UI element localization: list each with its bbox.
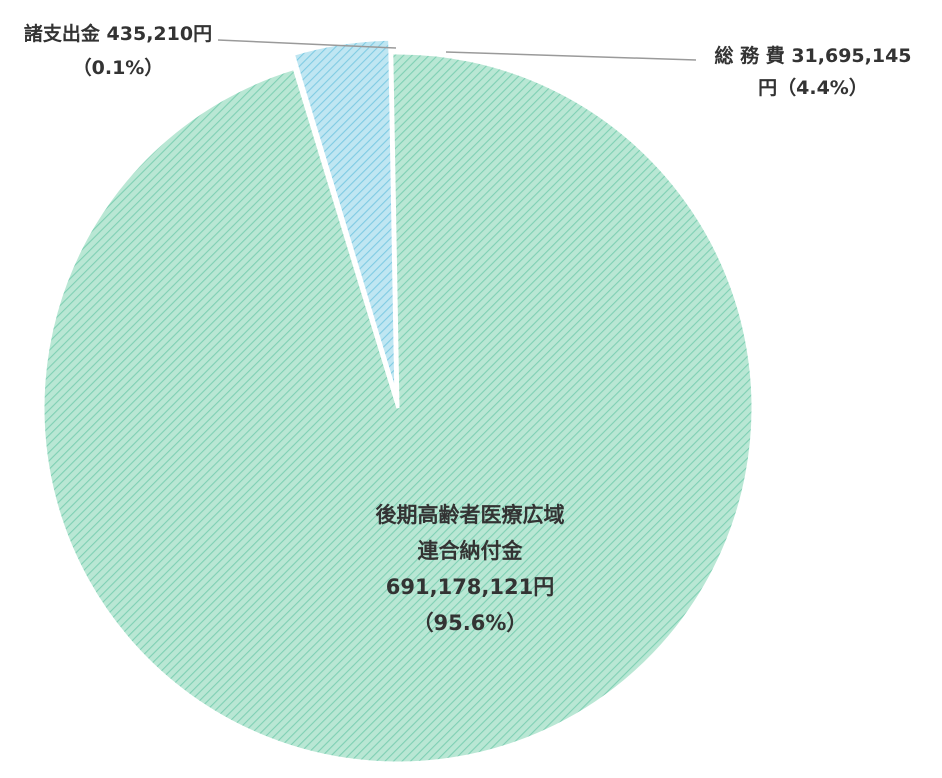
slice-label-line: （95.6%）	[413, 611, 528, 635]
slice-label-line: 連合納付金	[418, 539, 524, 563]
slice-label-line: 諸支出金 435,210円	[24, 22, 212, 45]
slice-label: 後期高齢者医療広域連合納付金 691,178,121円 （95.6%）	[376, 503, 565, 635]
slice-label-line: 後期高齢者医療広域	[376, 503, 565, 527]
pie-slice	[291, 37, 398, 395]
slice-label: 諸支出金 435,210円 （0.1%）	[24, 22, 212, 79]
slice-label-line: 円（4.4%）	[758, 76, 868, 99]
pie-slice	[292, 66, 400, 409]
leader-line	[217, 39, 397, 49]
leader-line	[445, 51, 697, 61]
slice-label: 総 務 費 31,695,145 円（4.4%）	[714, 44, 911, 99]
slice-label-line: （0.1%）	[73, 56, 164, 79]
slice-label-line: 総 務 費 31,695,145	[714, 44, 911, 67]
slice-label-line: 691,178,121円	[386, 575, 554, 599]
